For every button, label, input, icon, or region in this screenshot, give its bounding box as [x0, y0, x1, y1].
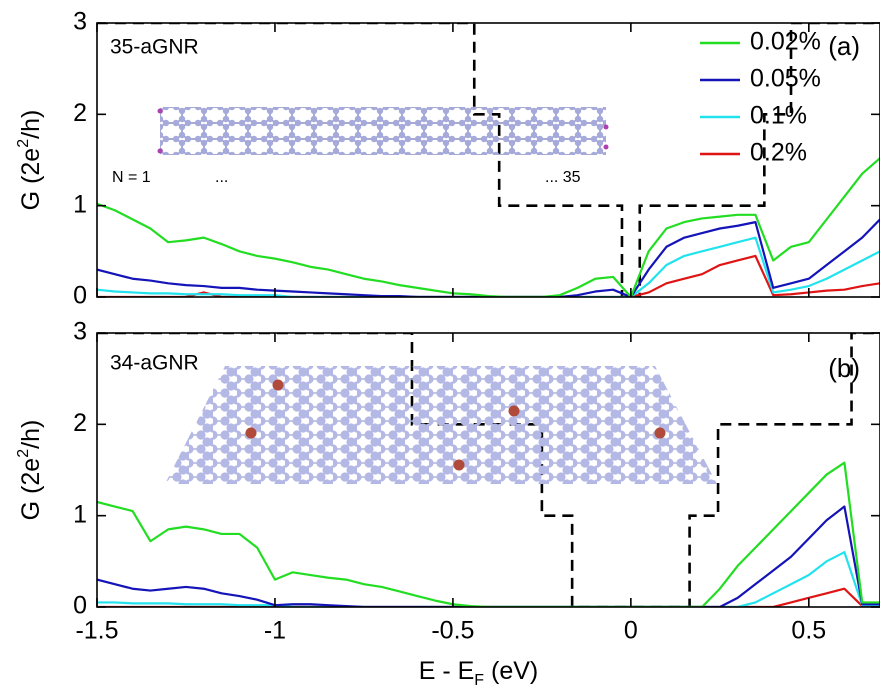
annotation: (b) [828, 353, 860, 383]
y-tick-label: 2 [73, 99, 87, 127]
y-axis-label-part: 2 [15, 449, 32, 458]
series-line [97, 236, 880, 297]
x-axis-label-part: (eV) [484, 657, 538, 685]
ribbon-35 [160, 107, 606, 155]
dopant [654, 427, 666, 439]
y-tick-label: 1 [73, 500, 87, 528]
y-tick-label: 0 [73, 592, 87, 620]
annotation: (a) [828, 31, 860, 61]
dopant [453, 459, 465, 471]
annotation: 34-aGNR [110, 352, 199, 375]
legend-text: 0.2% [750, 139, 807, 167]
x-tick-label: -1 [264, 617, 286, 645]
series-line [97, 254, 880, 297]
annotation: ... 35 [545, 169, 581, 186]
h-atom [157, 148, 163, 154]
x-axis-label-part: F [474, 672, 484, 689]
annotation: 35-aGNR [110, 36, 199, 59]
y-axis-label: G (2e2/h) [15, 420, 45, 521]
h-atom [603, 144, 609, 150]
annotation: ... [215, 169, 228, 186]
x-axis-label: E - EF (eV) [419, 657, 539, 689]
series-line [97, 157, 880, 297]
plot-frame [96, 332, 880, 608]
plot-frame [96, 22, 880, 298]
insets [157, 107, 717, 484]
y-axis-label-part: G (2e [17, 148, 45, 211]
ribbon-34 [165, 366, 717, 484]
y-axis-label-part: /h) [17, 420, 45, 449]
panel [97, 333, 880, 607]
y-tick-label: 1 [73, 190, 87, 218]
x-tick-label: 0 [624, 617, 638, 645]
y-axis-label-part: G (2e [17, 458, 45, 521]
legend-text: 0.05% [750, 65, 821, 93]
y-tick-label: 3 [73, 8, 87, 36]
y-axis-label-part: /h) [17, 110, 45, 139]
y-tick-label: 2 [73, 409, 87, 437]
dopant [272, 379, 284, 391]
dopant [508, 405, 520, 417]
series-line [97, 505, 880, 607]
reference-steps [97, 333, 880, 607]
h-atom [157, 108, 163, 114]
h-atom [603, 124, 609, 130]
series-line [97, 461, 880, 607]
x-tick-label: -0.5 [431, 617, 474, 645]
x-tick-label: -1.5 [75, 617, 118, 645]
series-line [97, 218, 880, 297]
legend-text: 0.02% [750, 28, 821, 56]
x-axis-label-part: E - E [419, 657, 475, 685]
y-tick-label: 0 [73, 282, 87, 310]
series-line [97, 551, 880, 607]
y-axis-label-part: 2 [15, 139, 32, 148]
dopant [245, 427, 257, 439]
annotation: N = 1 [112, 169, 151, 186]
y-tick-label: 3 [73, 318, 87, 346]
x-tick-label: 0.5 [791, 617, 826, 645]
legend-text: 0.1% [750, 102, 807, 130]
y-axis-label: G (2e2/h) [15, 110, 45, 211]
